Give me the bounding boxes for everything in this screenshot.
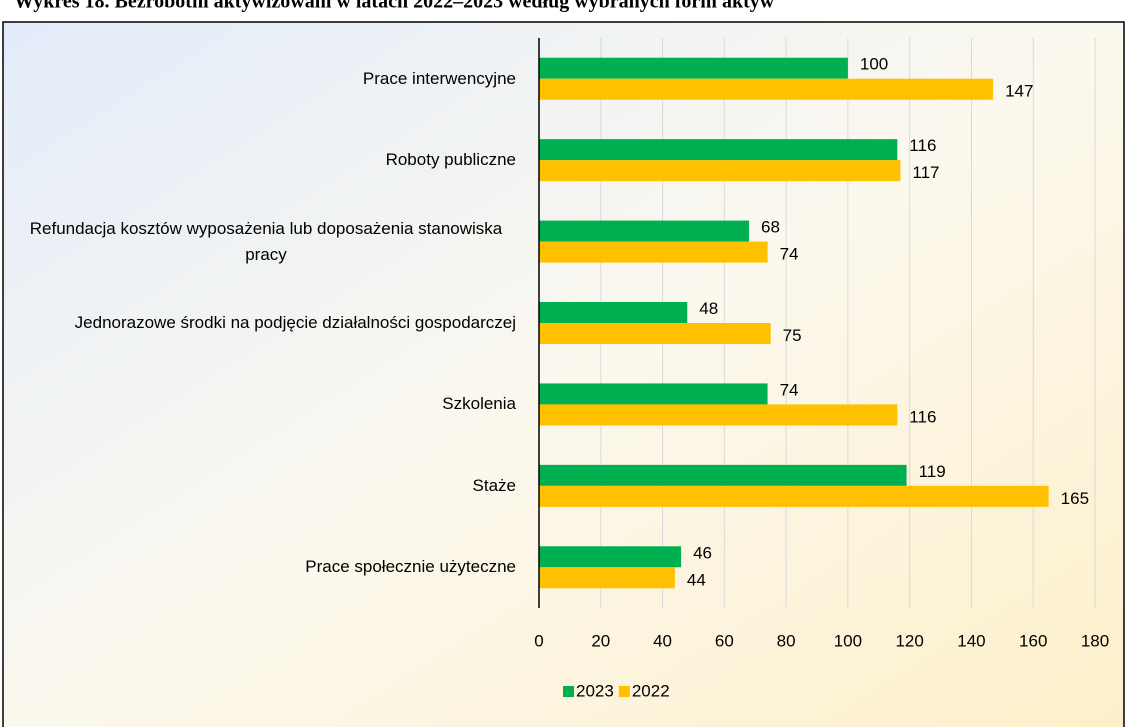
data-label: 44 [687,570,706,589]
data-label: 116 [909,407,936,426]
bar [539,567,675,589]
legend-label: 2022 [632,681,670,700]
data-label: 46 [693,543,712,562]
data-label: 74 [780,380,799,399]
bar [539,383,768,405]
x-tick-label: 100 [834,631,862,650]
y-tick-label-box: Staże [472,475,516,495]
bar [539,302,688,323]
y-tick-label-box: Prace interwencyjne [362,68,516,88]
x-tick-label: 80 [777,631,796,650]
y-tick-label: Prace społecznie użyteczne [305,557,516,577]
data-label: 147 [1005,82,1033,101]
bar [539,139,898,161]
data-label: 165 [1061,489,1089,508]
y-tick-label-box: Roboty publiczne [385,150,516,170]
bar [539,485,1049,507]
bar [539,241,768,263]
data-label: 116 [909,136,936,155]
y-tick-label: Staże [472,475,516,495]
bar [539,160,901,182]
x-tick-label: 0 [534,631,543,650]
y-tick-label: Jednorazowe środki na podjęcie działalno… [74,312,516,332]
y-tick-label: Szkolenia [442,394,516,414]
data-label: 100 [860,55,888,74]
x-tick-label: 60 [715,631,734,650]
chart-title: Wykres 18. Bezrobotni aktywizowani w lat… [14,0,775,13]
bar [539,323,771,344]
x-tick-label: 20 [591,631,610,650]
legend-swatch [563,686,574,697]
x-tick-label: 160 [1019,631,1047,650]
y-tick-label: Refundacja kosztów wyposażenia lub dopos… [29,218,503,264]
bar [539,220,750,242]
data-label: 48 [699,299,718,318]
data-label: 68 [761,218,780,237]
data-label: 74 [780,245,799,264]
bar [539,404,898,426]
data-label: 75 [783,326,802,345]
legend-label: 2023 [576,681,614,700]
bar [539,78,994,100]
x-tick-label: 120 [895,631,923,650]
bar [539,464,907,486]
y-tick-label-box: Refundacja kosztów wyposażenia lub dopos… [29,218,503,264]
y-tick-label-box: Szkolenia [442,394,516,414]
bar [539,57,848,79]
legend-swatch [618,686,630,697]
y-tick-label: Roboty publiczne [385,150,516,170]
x-tick-label: 180 [1081,631,1109,650]
y-tick-label-box: Prace społecznie użyteczne [305,557,516,577]
x-tick-label: 140 [957,631,985,650]
bar [539,546,682,568]
y-tick-label-box: Jednorazowe środki na podjęcie działalno… [74,312,516,332]
y-tick-label: Prace interwencyjne [362,68,516,88]
x-tick-label: 40 [653,631,672,650]
data-label: 119 [919,462,946,481]
data-label: 117 [912,163,939,182]
